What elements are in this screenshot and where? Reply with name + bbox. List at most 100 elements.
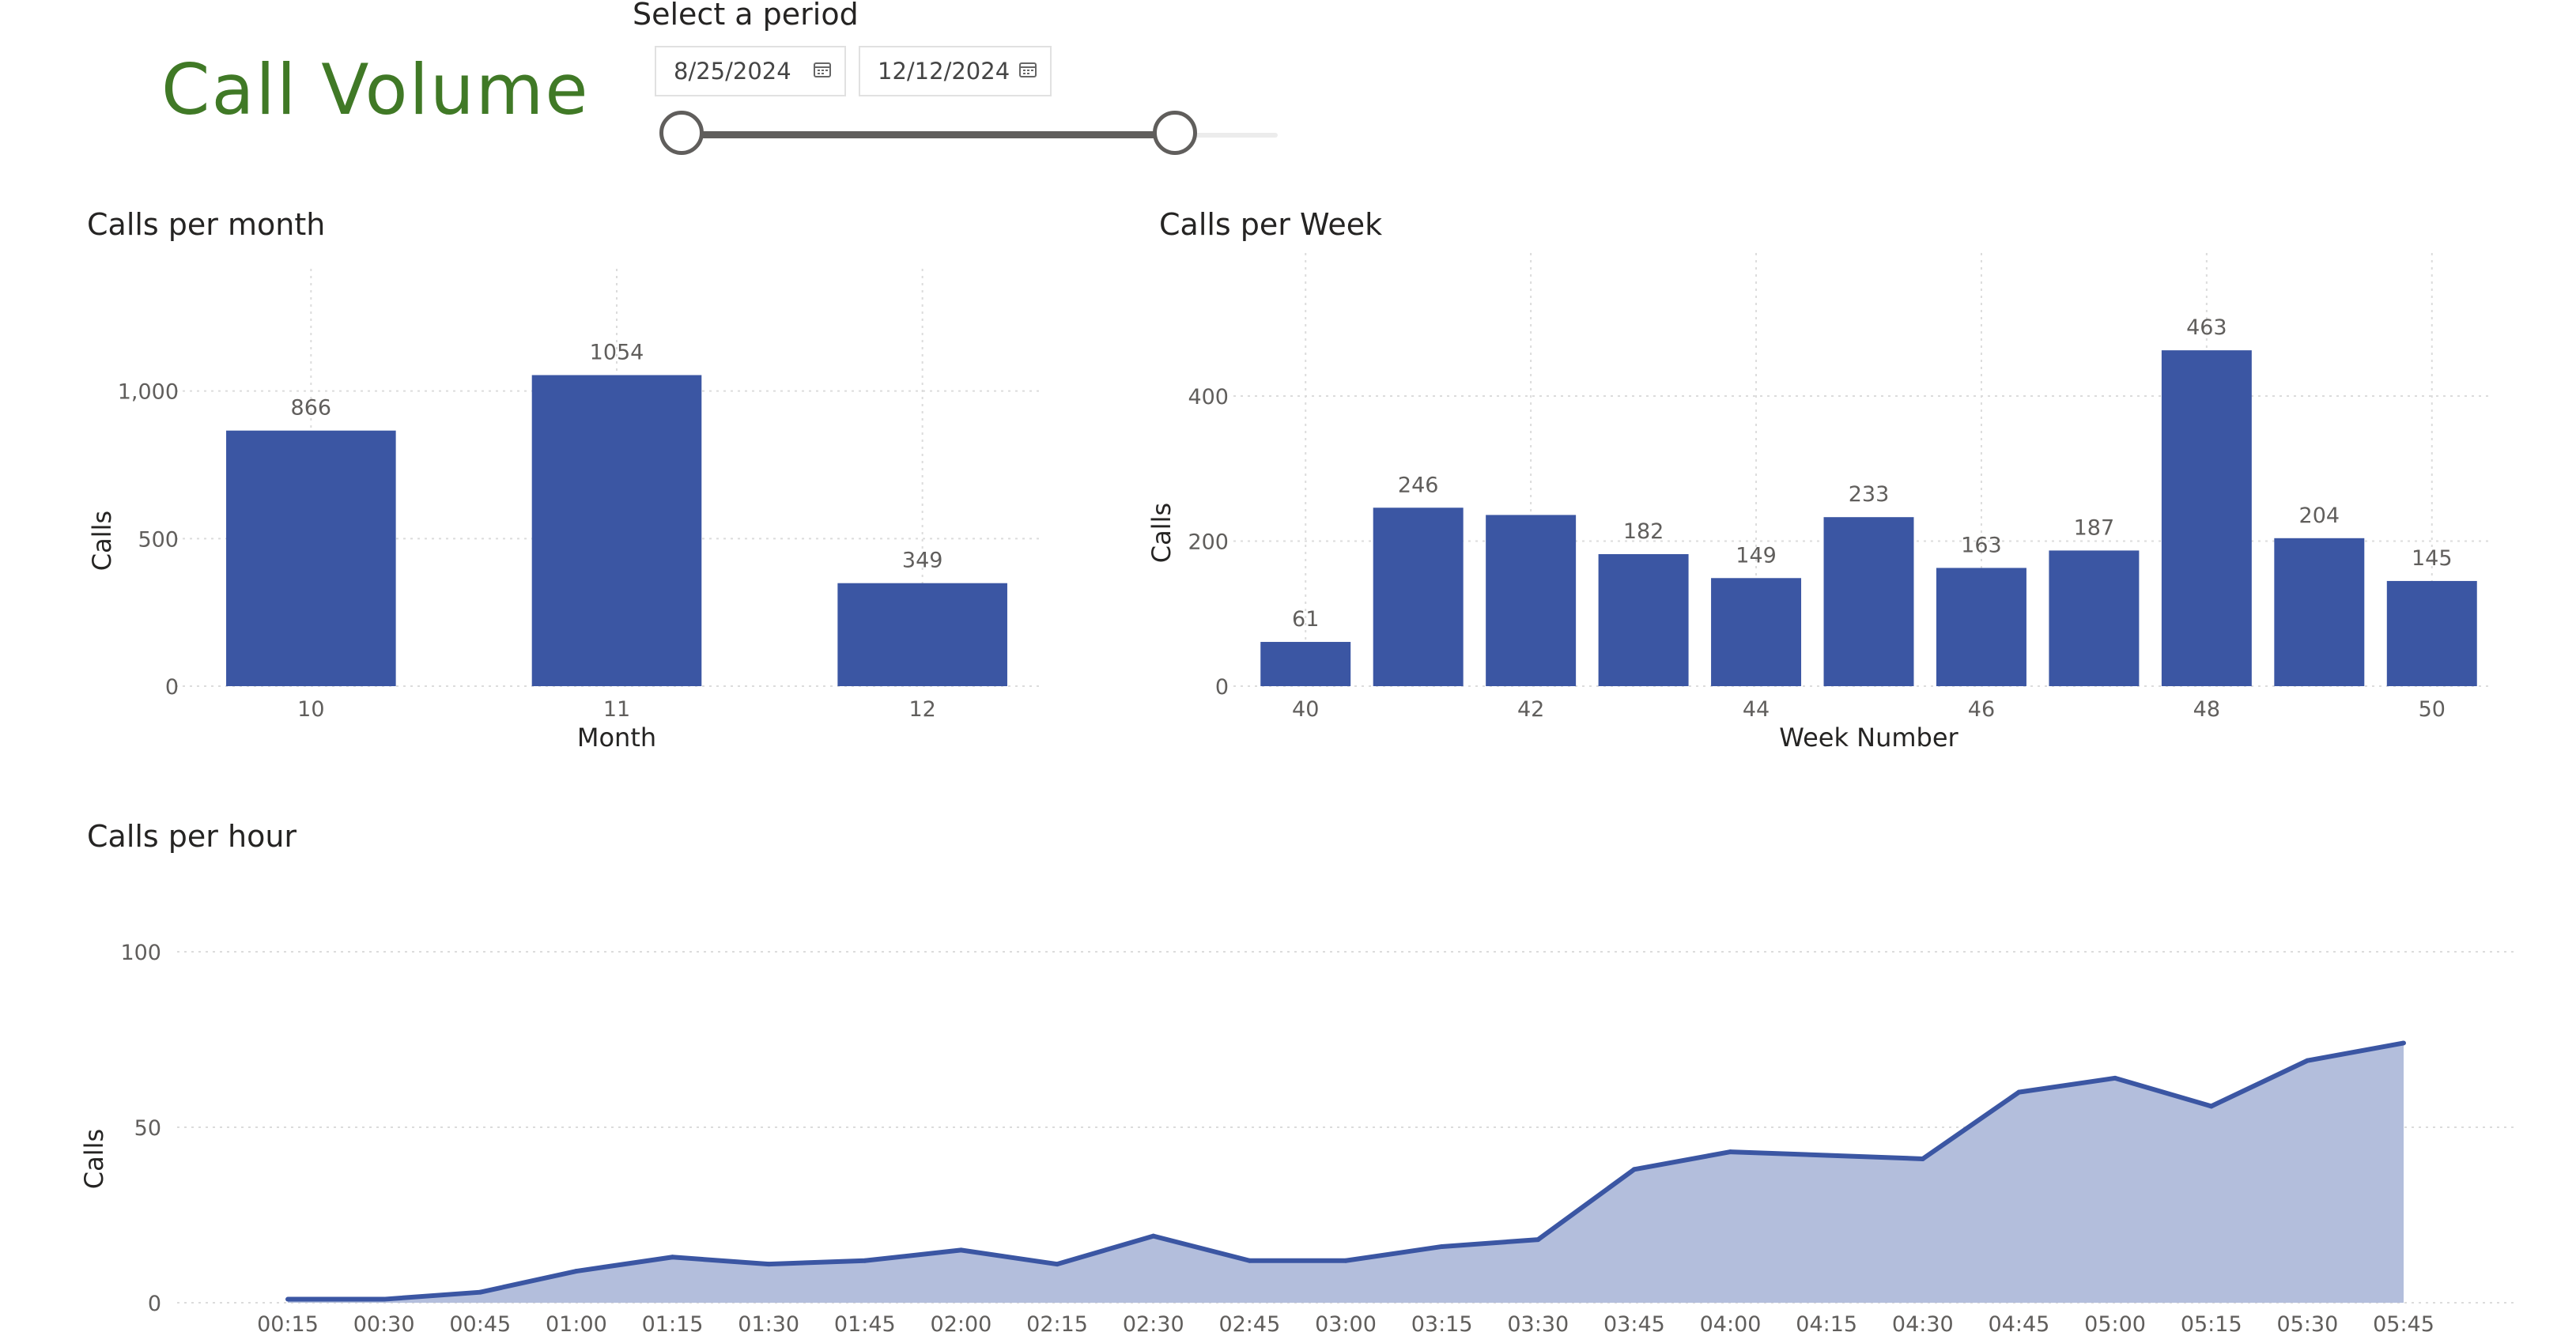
week-bar bbox=[1936, 568, 2026, 686]
month-data-label: 349 bbox=[902, 549, 943, 573]
week-data-label: 182 bbox=[1623, 519, 1664, 544]
month-chart-title: Calls per month bbox=[87, 207, 326, 242]
week-bar bbox=[1711, 578, 1802, 686]
hour-yaxis-title: Calls bbox=[79, 1129, 109, 1189]
slider-range-fill bbox=[677, 131, 1164, 138]
hour-point bbox=[1055, 1262, 1060, 1267]
week-yaxis-title: Calls bbox=[1146, 503, 1177, 563]
hour-xtick-label: 00:30 bbox=[353, 1312, 415, 1332]
week-chart-title: Calls per Week bbox=[1159, 207, 1383, 242]
week-data-label: 246 bbox=[1398, 473, 1439, 497]
slicer-title: Select a period bbox=[633, 0, 859, 32]
week-data-label: 149 bbox=[1736, 543, 1777, 568]
hour-point bbox=[1631, 1167, 1637, 1172]
hour-xtick-label: 05:00 bbox=[2084, 1312, 2146, 1332]
hour-point bbox=[2401, 1040, 2406, 1046]
month-chart: 0 500 1,000 866 10 1054 11 349 12 Month Calls bbox=[87, 269, 1044, 753]
hour-chart-title: Calls per hour bbox=[87, 819, 297, 854]
hour-xtick-label: 02:15 bbox=[1026, 1312, 1088, 1332]
start-date-value: 8/25/2024 bbox=[674, 58, 791, 85]
hour-ytick-label: 50 bbox=[134, 1116, 161, 1141]
week-bar bbox=[1486, 515, 1577, 686]
hour-ytick-label: 0 bbox=[148, 1292, 161, 1316]
hour-xtick-label: 01:00 bbox=[546, 1312, 607, 1332]
hour-xtick-label: 01:30 bbox=[738, 1312, 799, 1332]
hour-point bbox=[1824, 1153, 1830, 1158]
hour-point bbox=[2305, 1058, 2310, 1063]
week-data-label: 233 bbox=[1849, 482, 1890, 507]
week-bar bbox=[1598, 553, 1689, 686]
week-data-label: 163 bbox=[1961, 533, 2002, 557]
hour-point bbox=[1728, 1149, 1733, 1155]
week-data-label: 61 bbox=[1292, 607, 1319, 632]
end-date-value: 12/12/2024 bbox=[878, 58, 1010, 85]
month-xtick-label: 10 bbox=[297, 697, 324, 722]
week-xtick-label: 44 bbox=[1743, 697, 1770, 722]
month-xaxis-title: Month bbox=[577, 723, 656, 753]
hour-point bbox=[285, 1296, 290, 1302]
hour-xtick-label: 04:00 bbox=[1700, 1312, 1762, 1332]
hour-xtick-label: 01:15 bbox=[642, 1312, 704, 1332]
month-bar bbox=[837, 583, 1007, 686]
week-xtick-label: 48 bbox=[2193, 697, 2220, 722]
month-ytick-label: 500 bbox=[138, 527, 179, 552]
month-bar bbox=[531, 375, 702, 686]
hour-xtick-label: 03:00 bbox=[1315, 1312, 1377, 1332]
week-ytick-label: 400 bbox=[1188, 385, 1229, 409]
month-yaxis-title: Calls bbox=[87, 511, 117, 571]
hour-point bbox=[958, 1247, 964, 1253]
week-chart: 0 200 400 61 40 246 42 182 149 44 233 163 46 187 463 48… bbox=[1146, 253, 2492, 753]
week-data-label: 187 bbox=[2074, 515, 2115, 540]
start-date-input[interactable]: 8/25/2024 bbox=[655, 46, 846, 96]
hour-point bbox=[1535, 1237, 1541, 1243]
hour-xtick-label: 01:45 bbox=[834, 1312, 896, 1332]
hour-xtick-label: 05:15 bbox=[2181, 1312, 2242, 1332]
week-bar bbox=[2161, 350, 2252, 686]
hour-xtick-label: 03:30 bbox=[1507, 1312, 1569, 1332]
week-bar bbox=[1373, 508, 1464, 686]
hour-xtick-label: 05:30 bbox=[2276, 1312, 2338, 1332]
hour-point bbox=[2016, 1089, 2022, 1095]
hour-point bbox=[573, 1269, 579, 1274]
month-data-label: 866 bbox=[291, 396, 332, 421]
slider-end-handle[interactable] bbox=[1153, 111, 1197, 155]
month-bar bbox=[226, 430, 396, 686]
week-data-label: 463 bbox=[2186, 315, 2227, 340]
month-ytick-label: 0 bbox=[165, 675, 179, 700]
hour-point bbox=[766, 1262, 772, 1267]
week-xtick-label: 42 bbox=[1517, 697, 1544, 722]
hour-point bbox=[1343, 1258, 1348, 1263]
week-xtick-label: 46 bbox=[1968, 697, 1995, 722]
week-bar bbox=[1260, 642, 1351, 686]
hour-point bbox=[862, 1258, 867, 1263]
hour-ytick-label: 100 bbox=[120, 941, 161, 965]
hour-xtick-label: 05:45 bbox=[2373, 1312, 2434, 1332]
week-bar bbox=[1823, 517, 1914, 686]
week-xtick-label: 40 bbox=[1292, 697, 1319, 722]
month-data-label: 1054 bbox=[590, 341, 644, 365]
hour-point bbox=[2208, 1104, 2214, 1109]
hour-point bbox=[478, 1289, 483, 1295]
week-xtick-label: 50 bbox=[2419, 697, 2446, 722]
month-xtick-label: 11 bbox=[603, 697, 630, 722]
hour-xtick-label: 02:45 bbox=[1218, 1312, 1280, 1332]
hour-xtick-label: 00:45 bbox=[449, 1312, 511, 1332]
calendar-icon[interactable] bbox=[813, 60, 832, 79]
hour-point bbox=[1150, 1233, 1156, 1239]
slider-start-handle[interactable] bbox=[659, 111, 704, 155]
week-data-label: 145 bbox=[2412, 546, 2453, 571]
calendar-icon[interactable] bbox=[1018, 60, 1037, 79]
hour-xtick-label: 00:15 bbox=[257, 1312, 319, 1332]
week-ytick-label: 0 bbox=[1215, 675, 1229, 700]
hour-xtick-label: 04:30 bbox=[1892, 1312, 1954, 1332]
hour-point bbox=[1439, 1243, 1445, 1249]
week-data-label: 204 bbox=[2299, 504, 2340, 528]
hour-xtick-label: 04:45 bbox=[1989, 1312, 2050, 1332]
week-bar bbox=[2049, 550, 2140, 686]
hour-point bbox=[1247, 1258, 1252, 1263]
hour-xtick-label: 02:00 bbox=[931, 1312, 992, 1332]
end-date-input[interactable]: 12/12/2024 bbox=[859, 46, 1052, 96]
hour-area-fill bbox=[288, 1043, 2404, 1303]
hour-xtick-label: 02:30 bbox=[1123, 1312, 1184, 1332]
hour-xtick-label: 03:15 bbox=[1411, 1312, 1473, 1332]
